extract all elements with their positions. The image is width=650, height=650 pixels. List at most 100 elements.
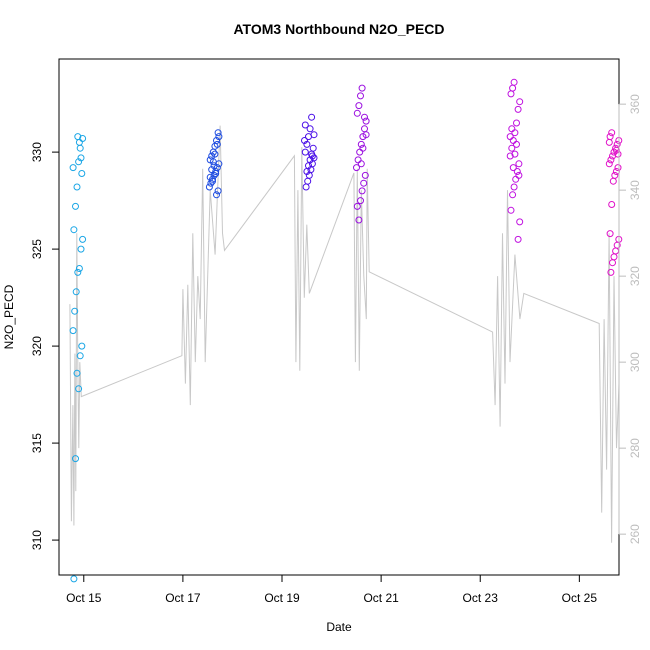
plot-frame <box>58 58 620 576</box>
data-point <box>212 170 220 177</box>
data-point <box>360 179 368 187</box>
data-point <box>301 137 308 144</box>
data-point <box>209 177 216 185</box>
data-point <box>70 226 78 234</box>
y2-tick-label: 360 <box>628 94 642 114</box>
data-point <box>308 152 316 160</box>
data-point <box>72 288 80 296</box>
data-point <box>353 202 361 210</box>
data-point <box>606 133 614 141</box>
data-point <box>210 162 218 170</box>
data-point <box>514 105 522 113</box>
y-tick-label: 330 <box>30 142 44 162</box>
data-point <box>608 129 616 137</box>
y2-tick-label: 260 <box>628 524 642 544</box>
x-tick-label: Oct 25 <box>562 591 598 605</box>
data-point <box>506 133 514 141</box>
data-point <box>70 575 78 583</box>
data-point <box>609 177 617 185</box>
data-point <box>359 144 367 152</box>
data-point <box>513 168 521 175</box>
data-point <box>510 183 518 191</box>
data-point <box>206 173 214 181</box>
data-point <box>74 268 82 276</box>
data-point <box>605 160 613 168</box>
data-point <box>71 307 79 315</box>
data-point <box>78 342 86 350</box>
x-tick-label: Oct 23 <box>463 591 499 605</box>
data-point <box>509 84 517 92</box>
data-point <box>515 171 523 179</box>
data-point <box>302 183 310 191</box>
data-point <box>358 84 366 92</box>
data-point <box>361 113 368 121</box>
data-point <box>508 125 516 133</box>
data-point <box>609 259 616 267</box>
y2-tick-label: 280 <box>628 438 642 458</box>
data-point <box>612 247 620 255</box>
data-point <box>78 170 86 177</box>
data-point <box>605 138 613 146</box>
data-point <box>362 131 370 139</box>
y2-tick-label: 340 <box>628 180 642 200</box>
data-point <box>516 218 524 226</box>
data-point <box>72 455 79 463</box>
data-point <box>214 187 222 195</box>
data-point <box>353 164 360 172</box>
data-point <box>209 158 217 166</box>
data-point <box>73 369 81 377</box>
ambient-line <box>69 125 620 543</box>
data-point <box>77 245 85 253</box>
y-tick-label: 320 <box>30 336 44 356</box>
data-point <box>515 160 523 168</box>
data-point <box>73 183 81 191</box>
data-point <box>205 183 213 191</box>
data-point <box>614 150 622 158</box>
data-point <box>357 197 364 205</box>
y2-tick-label: 320 <box>628 266 642 286</box>
x-tick-label: Oct 21 <box>363 591 399 605</box>
data-point <box>507 90 515 98</box>
data-point <box>72 202 79 210</box>
data-point <box>308 113 316 121</box>
data-point <box>77 154 85 162</box>
data-point <box>607 156 615 164</box>
data-point <box>361 125 368 133</box>
data-point <box>354 156 362 164</box>
points-layer <box>69 78 623 583</box>
data-point <box>608 201 616 208</box>
data-point <box>356 148 364 156</box>
data-point <box>510 78 518 86</box>
data-point <box>301 148 309 156</box>
y-tick-label: 325 <box>30 239 44 259</box>
chart-title: ATOM3 Northbound N2O_PECD <box>233 21 444 37</box>
data-point <box>79 235 87 243</box>
data-point <box>357 92 364 100</box>
data-point <box>508 144 516 152</box>
x-tick-label: Oct 19 <box>264 591 300 605</box>
data-point <box>209 175 216 183</box>
x-axis-title: Date <box>326 620 352 634</box>
data-point <box>209 148 217 156</box>
data-point <box>211 150 219 158</box>
data-point <box>513 140 520 148</box>
data-point <box>361 171 369 179</box>
data-point <box>509 137 517 144</box>
data-point <box>362 117 370 125</box>
data-point <box>69 164 77 172</box>
data-point <box>607 268 615 276</box>
data-point <box>301 121 309 129</box>
data-point <box>309 144 317 152</box>
data-point <box>355 216 363 224</box>
axes-layer: Oct 15 Oct 17 Oct 19 Oct 21 Oct 23 Oct 25 310 3… <box>30 94 642 605</box>
data-point <box>213 191 220 199</box>
data-point <box>76 144 84 152</box>
data-point <box>513 119 520 127</box>
data-point <box>606 230 614 238</box>
y-tick-label: 310 <box>30 530 44 550</box>
data-point <box>353 109 361 117</box>
data-point <box>75 385 83 393</box>
data-point <box>75 265 83 272</box>
data-point <box>511 150 519 158</box>
